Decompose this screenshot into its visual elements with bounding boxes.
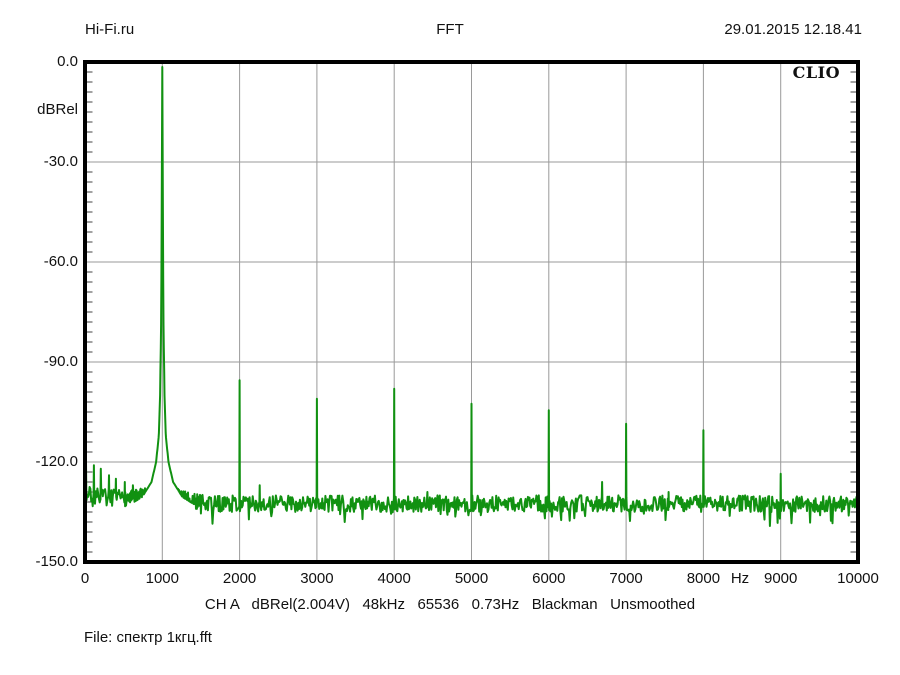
y-axis-unit-label: dBRel [37, 101, 78, 118]
y-tick-label: -90.0 [43, 353, 78, 370]
x-tick-label: 9000 [764, 570, 798, 587]
y-tick-label: -30.0 [43, 153, 78, 170]
x-tick-label: 7000 [609, 570, 643, 587]
header-measurement-title: FFT [436, 21, 464, 38]
fft-plot [83, 60, 860, 564]
x-tick-label: 6000 [532, 570, 566, 587]
x-tick-label: 0 [80, 570, 90, 587]
x-tick-label: 3000 [300, 570, 334, 587]
x-tick-label: 1000 [145, 570, 179, 587]
x-tick-label: 5000 [454, 570, 489, 587]
x-tick-label: 8000 [686, 570, 721, 587]
header-site-label: Hi-Fi.ru [85, 21, 135, 38]
x-tick-label: 10000 [837, 570, 879, 587]
status-line: CH A dBRel(2.004V) 48kHz 65536 0.73Hz Bl… [204, 596, 696, 613]
x-tick-label: 4000 [377, 570, 411, 587]
y-tick-label: -60.0 [43, 253, 78, 270]
clio-brand-label: CLIO [792, 63, 840, 82]
y-tick-label: 0.0 [57, 53, 78, 70]
header-datetime: 29.01.2015 12.18.41 [724, 21, 862, 38]
y-tick-label: -150.0 [35, 553, 78, 570]
x-axis-unit-label: Hz [730, 570, 750, 587]
x-tick-label: 2000 [222, 570, 257, 587]
file-name-label: File: спектр 1кгц.fft [84, 629, 212, 646]
y-tick-label: -120.0 [35, 453, 78, 470]
